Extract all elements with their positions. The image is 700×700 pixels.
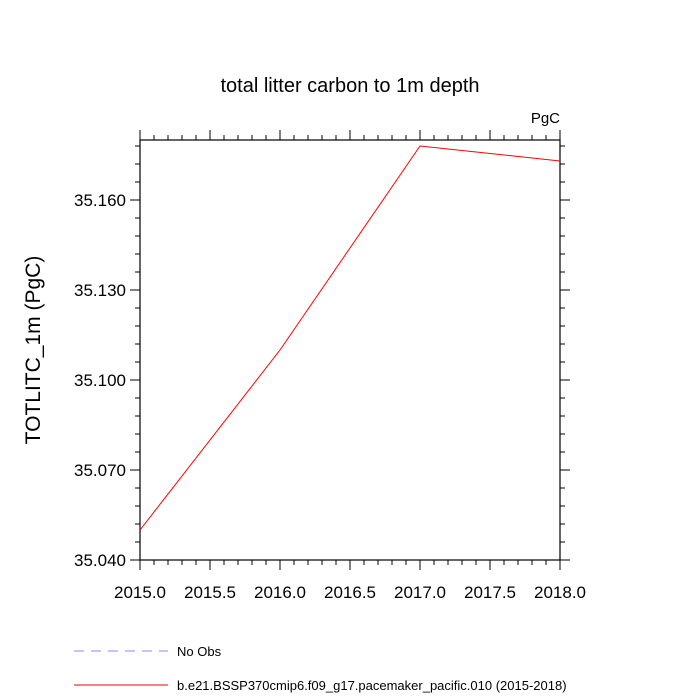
series-group: [139, 145, 561, 531]
axis-tick-labels: 2015.0 2015.5 2016.0 2016.5 2017.0 2017.5 2018…: [74, 191, 586, 602]
series-line: [139, 145, 561, 531]
y-tick-label: 35.100: [74, 371, 126, 390]
y-tick-label: 35.130: [74, 281, 126, 300]
legend-label: No Obs: [177, 644, 222, 659]
y-tick-label: 35.160: [74, 191, 126, 210]
chart-title: total litter carbon to 1m depth: [220, 75, 479, 97]
x-tick-label: 2018.0: [534, 583, 586, 602]
x-tick-label: 2016.5: [324, 583, 376, 602]
y-tick-label: 35.070: [74, 461, 126, 480]
axis-ticks: [130, 130, 570, 570]
legend: No Obs b.e21.BSSP370cmip6.f09_g17.pacemak…: [74, 644, 567, 693]
x-tick-label: 2016.0: [254, 583, 306, 602]
x-tick-label: 2015.5: [184, 583, 236, 602]
units-label: PgC: [531, 110, 560, 127]
x-tick-label: 2017.0: [394, 583, 446, 602]
x-tick-label: 2015.0: [114, 583, 166, 602]
y-axis-label: TOTLITC_1m (PgC): [22, 256, 45, 445]
plot-frame: [139, 139, 561, 561]
x-tick-label: 2017.5: [464, 583, 516, 602]
legend-label: b.e21.BSSP370cmip6.f09_g17.pacemaker_pac…: [177, 678, 567, 693]
y-tick-label: 35.040: [74, 551, 126, 570]
